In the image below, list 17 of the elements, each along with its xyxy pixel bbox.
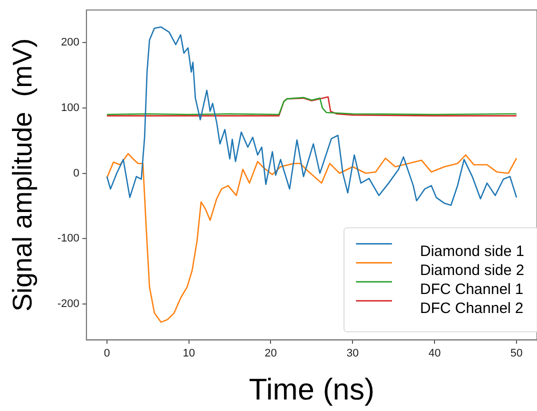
x-tick-label: 10 xyxy=(182,347,195,360)
y-tick-label: 100 xyxy=(61,102,80,114)
y-tick-label: 200 xyxy=(61,36,80,49)
x-tick-label: 20 xyxy=(264,347,277,360)
x-tick-label: 0 xyxy=(104,347,110,360)
legend-label: Diamond side 1 xyxy=(420,242,524,260)
x-tick-label: 30 xyxy=(346,347,359,360)
x-axis-title: Time (ns) xyxy=(248,373,374,406)
y-axis-title: Signal amplitude (mV) xyxy=(8,38,38,312)
legend-label: DFC Channel 1 xyxy=(420,280,524,298)
y-tick-label: -100 xyxy=(57,232,80,245)
y-tick-label: -200 xyxy=(57,298,80,310)
x-tick-label: 40 xyxy=(428,347,441,360)
x-tick-label: 50 xyxy=(510,347,523,360)
y-tick-label: 0 xyxy=(73,167,80,180)
legend-label: DFC Channel 2 xyxy=(420,300,524,317)
legend-label: Diamond side 2 xyxy=(420,262,524,279)
